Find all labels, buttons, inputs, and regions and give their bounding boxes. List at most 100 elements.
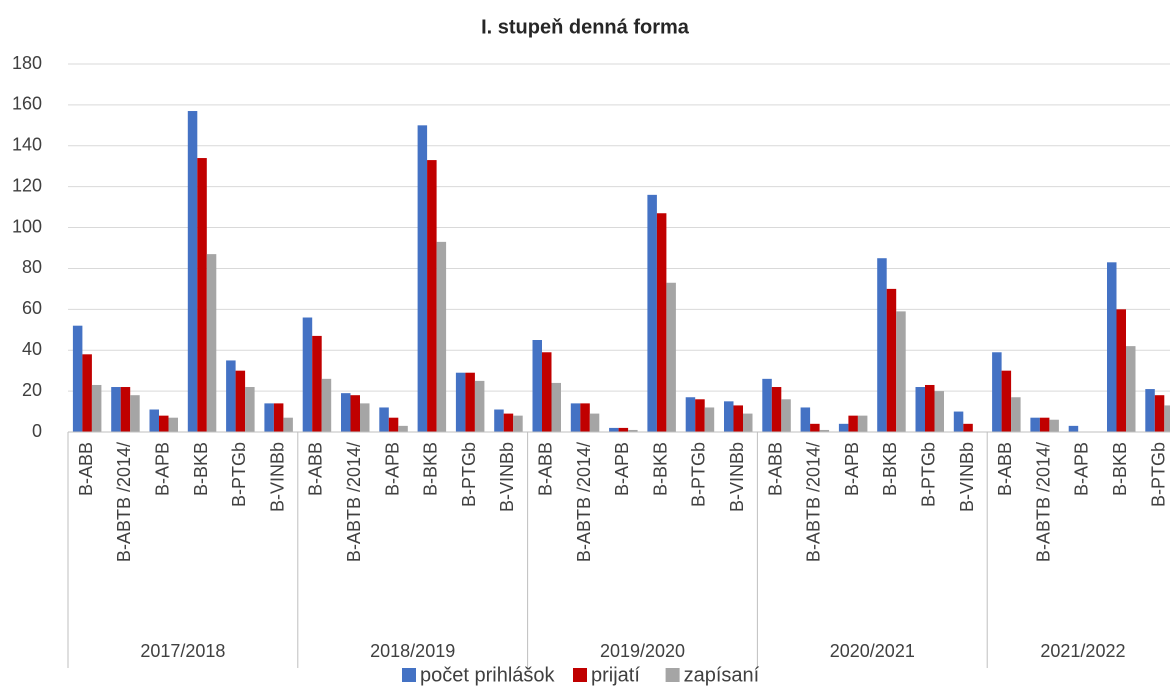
x-tick-label: B-ABB (306, 442, 326, 496)
y-tick-label: 20 (22, 380, 42, 400)
bar (1126, 346, 1136, 432)
x-tick-label: B-VINBb (267, 442, 287, 512)
x-tick-label: B-PTGb (229, 442, 249, 507)
y-tick-label: 140 (12, 135, 42, 155)
x-tick-label: B-PTGb (459, 442, 479, 507)
bar (1030, 417, 1040, 432)
bar (877, 258, 887, 432)
bar (666, 282, 676, 432)
bar (925, 384, 935, 432)
bar (159, 415, 169, 432)
bar (398, 425, 408, 432)
bar (379, 407, 389, 432)
bar (513, 415, 523, 432)
bar (896, 311, 906, 432)
x-tick-label: B-PTGb (689, 442, 709, 507)
legend-swatch (573, 668, 587, 682)
bar (704, 407, 715, 432)
y-tick-label: 0 (32, 421, 42, 441)
bar (235, 370, 246, 432)
x-tick-label: B-BKB (880, 442, 900, 496)
y-tick-label: 120 (12, 175, 42, 195)
bar (82, 354, 92, 432)
x-tick-label: B-ABB (536, 442, 556, 496)
bar (953, 411, 964, 432)
bar (168, 417, 178, 432)
bar (771, 387, 782, 432)
bar (762, 378, 772, 432)
y-tick-label: 160 (12, 94, 42, 114)
x-tick-label: B-BKB (421, 442, 441, 496)
x-tick-label: B-ABB (76, 442, 96, 496)
bar (628, 429, 638, 432)
x-tick-label: B-ABTB /2014/ (804, 442, 824, 562)
bar (886, 288, 897, 432)
x-tick-label: B-PTGb (1148, 442, 1168, 507)
bar (1001, 370, 1012, 432)
x-tick-label: B-ABTB /2014/ (344, 442, 364, 562)
bar (647, 194, 657, 432)
y-tick-label: 100 (12, 216, 42, 236)
legend-swatch (665, 668, 680, 682)
bar (656, 213, 667, 432)
x-tick-label: B-ABB (765, 442, 785, 496)
bar (724, 401, 734, 432)
bar (934, 391, 944, 432)
bar (1116, 309, 1126, 432)
bar (781, 399, 791, 432)
x-tick-label: B-VINBb (957, 442, 977, 512)
bar (91, 384, 102, 432)
bar (743, 413, 753, 432)
bar (685, 397, 696, 432)
bar (302, 317, 313, 432)
x-tick-label: B-ABB (995, 442, 1015, 496)
bar (341, 393, 351, 432)
bar (321, 378, 332, 432)
bar (1011, 397, 1021, 432)
bar (810, 423, 820, 432)
bar (283, 417, 293, 432)
bar (197, 158, 207, 433)
x-tick-label: B-BKB (191, 442, 211, 496)
bar (206, 254, 217, 432)
bar (1145, 389, 1155, 432)
bar (857, 415, 868, 432)
bar (245, 387, 255, 432)
bar (800, 407, 811, 432)
bar (187, 111, 198, 433)
bar (1049, 419, 1059, 432)
legend-swatch (402, 668, 416, 682)
bar (618, 427, 629, 432)
legend-label: počet prihlášok (420, 664, 556, 686)
bar (1107, 262, 1117, 432)
bar (503, 413, 514, 432)
bar (465, 372, 475, 432)
x-tick-label: B-ABTB /2014/ (114, 442, 134, 562)
bar (350, 395, 360, 432)
y-tick-label: 180 (12, 53, 42, 73)
bar (1154, 395, 1165, 432)
x-tick-label: B-APB (382, 442, 402, 496)
bar (963, 423, 973, 432)
x-tick-label: B-ABTB /2014/ (574, 442, 594, 562)
x-tick-label: B-ABTB /2014/ (1033, 442, 1053, 562)
x-tick-label: B-PTGb (919, 442, 939, 507)
group-label: 2019/2020 (600, 641, 685, 661)
bar (570, 403, 581, 432)
chart-title: I. stupeň denná forma (481, 16, 690, 38)
bar (273, 403, 284, 432)
group-label: 2018/2019 (370, 641, 455, 661)
bar (474, 380, 485, 432)
bar (580, 403, 590, 432)
bar (226, 360, 236, 432)
bar (992, 352, 1002, 432)
group-label: 2021/2022 (1040, 641, 1125, 661)
bar (494, 409, 504, 432)
bar (1068, 425, 1079, 432)
y-tick-label: 80 (22, 257, 42, 277)
bar (130, 395, 140, 432)
bar (733, 405, 743, 432)
bar (417, 125, 428, 432)
x-tick-label: B-APB (1072, 442, 1092, 496)
